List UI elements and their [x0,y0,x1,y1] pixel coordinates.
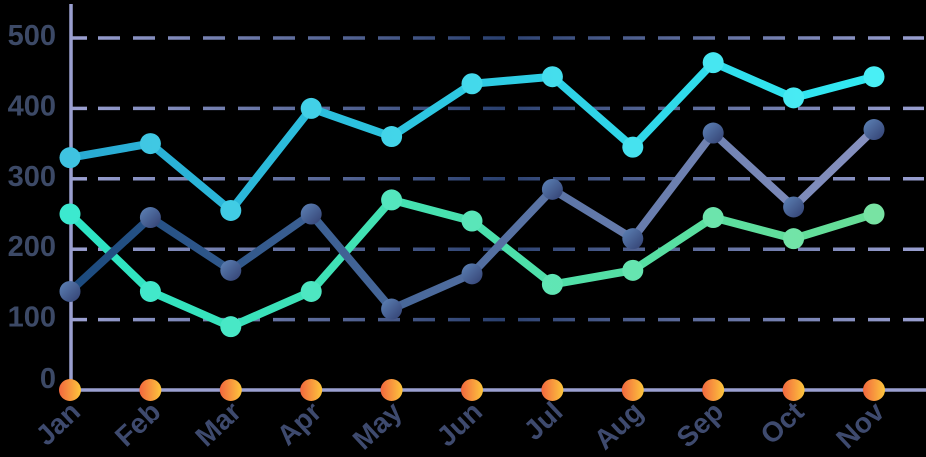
x-axis-label: Jan [30,396,86,452]
data-point-marker [139,207,161,229]
data-point-marker [622,228,644,250]
data-point-marker [702,122,724,144]
x-axis-label: Sep [671,396,730,454]
baseline-dot [59,379,81,401]
x-axis-label: Apr [271,396,327,452]
data-point-marker [702,207,724,229]
data-point-marker [863,66,885,88]
x-axis-label: May [347,395,408,455]
data-point-marker [59,280,81,302]
data-point-marker [59,147,81,169]
data-point-marker [220,316,242,338]
data-point-marker [300,97,322,119]
data-point-marker [381,126,403,148]
cyan-series [59,52,885,221]
y-axis-label: 0 [40,363,56,395]
data-point-marker [863,119,885,141]
baseline-dot [541,379,564,401]
baseline-dot [782,379,805,401]
data-point-marker [300,280,322,302]
data-point-marker [139,133,161,155]
data-point-marker [461,73,483,95]
data-point-marker [220,199,242,221]
data-point-marker [381,298,403,320]
data-point-marker [541,178,563,200]
data-point-marker [139,280,161,302]
data-point-marker [783,87,805,109]
baseline-dot [380,379,403,401]
baseline-dot [300,379,323,401]
data-point-marker [622,136,644,158]
baseline-dot [461,379,483,401]
y-axis-label: 100 [8,302,56,334]
baseline-dot [139,379,162,401]
data-point-marker [622,259,644,281]
x-axis-label: Nov [830,395,890,454]
navy-series [59,119,885,320]
baseline-dot [621,379,644,401]
data-point-marker [541,273,563,295]
data-point-marker [461,210,483,232]
baseline-dot [863,379,885,401]
data-point-marker [783,228,805,250]
x-axis-label: Oct [754,396,809,451]
data-point-marker [381,189,403,211]
y-axis-label: 400 [8,90,56,122]
baseline-dot [702,379,725,401]
green-series [59,189,885,338]
x-axis-label: Feb [109,396,167,453]
data-point-marker [220,259,242,281]
x-axis-label: Mar [189,396,247,453]
y-axis-label: 300 [8,161,56,193]
y-axis-label: 200 [8,231,56,263]
data-point-marker [783,196,805,218]
baseline-dot [219,379,242,401]
data-point-marker [461,263,483,285]
data-point-marker [702,52,724,74]
x-axis-label: Aug [588,396,649,456]
data-point-marker [300,203,322,225]
x-axis-label: Jul [518,396,569,446]
x-axis-label: Jun [431,396,489,453]
y-axis-label: 500 [8,20,56,52]
data-point-marker [59,203,81,225]
data-point-marker [541,66,563,88]
data-point-marker [863,203,885,225]
